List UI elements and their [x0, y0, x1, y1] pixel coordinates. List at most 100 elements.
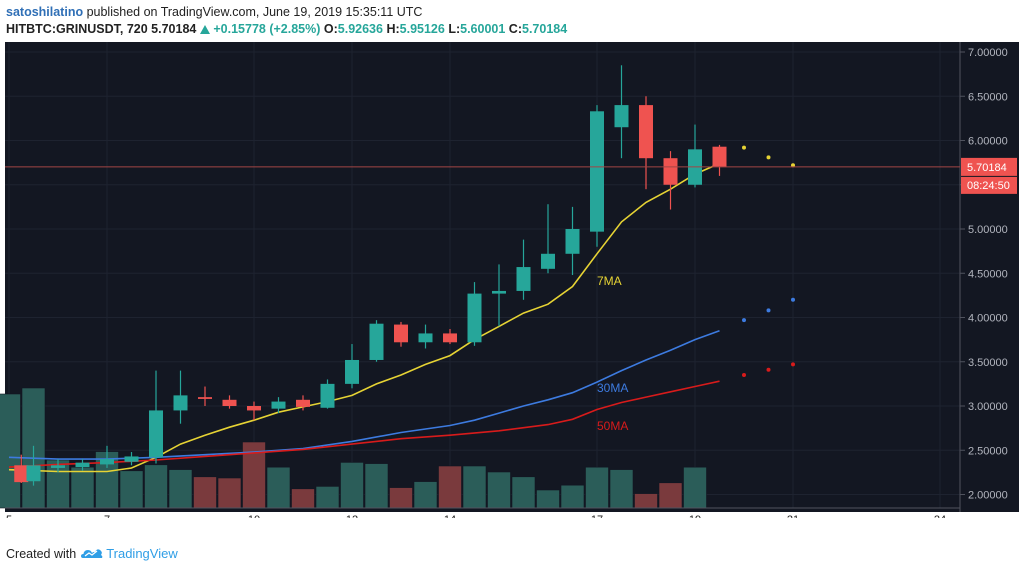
time-tick-label: 14 — [444, 514, 456, 518]
low-label: L: — [448, 22, 461, 36]
candle-body — [247, 406, 261, 411]
time-tick-label: 19 — [689, 514, 701, 518]
candle-body — [198, 397, 212, 399]
chart-header: satoshilatino published on TradingView.c… — [0, 0, 1024, 42]
candle-body — [590, 111, 604, 232]
candle-body — [394, 324, 408, 343]
price-tick-label: 7.00000 — [968, 47, 1008, 59]
candle-body — [492, 290, 506, 294]
candle-body — [149, 410, 163, 458]
volume-bar — [609, 469, 634, 509]
candle-body — [639, 105, 653, 159]
price-tick-label: 2.00000 — [968, 490, 1008, 502]
price-tick-label: 4.50000 — [968, 268, 1008, 280]
candle-body — [663, 158, 678, 185]
price-tick-label: 3.50000 — [968, 357, 1008, 369]
volume-bar — [585, 466, 609, 509]
ma-projection-dot — [742, 145, 746, 150]
volume-bar — [168, 469, 193, 509]
close-label: C: — [508, 22, 522, 36]
candle-body — [173, 395, 188, 411]
price-tick-label: 3.00000 — [968, 401, 1008, 413]
candle-body — [271, 401, 286, 409]
ma-label: 50MA — [597, 419, 628, 433]
ma-projection-dot — [766, 308, 771, 313]
close-value: 5.70184 — [522, 22, 568, 36]
volume-bar — [438, 465, 462, 509]
candle-body — [418, 333, 433, 343]
chart-background — [5, 42, 1019, 512]
candle-body — [75, 462, 90, 468]
publish-line: satoshilatino published on TradingView.c… — [6, 5, 422, 19]
time-tick-label: 24 — [934, 514, 946, 518]
volume-bar — [487, 471, 511, 509]
time-tick-label: 17 — [591, 514, 603, 518]
ma-projection-dot — [791, 297, 795, 302]
candle-body — [565, 229, 580, 254]
high-label: H: — [386, 22, 400, 36]
candle-body — [296, 399, 310, 407]
current-price-badge — [961, 157, 1017, 176]
price-tick-label: 4.00000 — [968, 313, 1008, 325]
candle-body — [614, 105, 629, 128]
published-text: published on TradingView.com, June 19, 2… — [86, 5, 423, 19]
candle-body — [712, 146, 727, 168]
ohlc-line: HITBTC:GRINUSDT, 720 5.70184 +0.15778 (+2… — [6, 22, 567, 36]
candle-body — [345, 359, 359, 384]
price-tick-label: 6.50000 — [968, 91, 1008, 103]
ma-projection-dot — [791, 362, 795, 367]
candle-body — [14, 465, 29, 483]
countdown-badge — [961, 176, 1017, 194]
ma-projection-dot — [766, 367, 771, 372]
footer: Created with TradingView — [6, 546, 178, 561]
volume-bar — [462, 465, 487, 509]
open-value: 5.92636 — [337, 22, 383, 36]
volume-bar — [634, 493, 658, 509]
volume-bar — [389, 487, 413, 509]
author-link[interactable]: satoshilatino — [6, 5, 84, 19]
volume-bar — [511, 476, 536, 509]
candlesticks — [14, 65, 727, 486]
candle-body — [124, 456, 139, 462]
ma-projection-dot — [742, 318, 746, 323]
ma-label: 30MA — [597, 381, 628, 395]
volume-bar — [560, 484, 585, 509]
volume-bar — [193, 476, 217, 509]
time-tick-label: 21 — [787, 514, 799, 518]
ma-line-30ma — [8, 330, 720, 460]
last-price: 5.70184 — [151, 22, 197, 36]
candle-body — [222, 399, 237, 406]
high-value: 5.95126 — [399, 22, 445, 36]
time-tick-label: 5 — [6, 514, 12, 518]
volume-bar — [70, 466, 95, 509]
candle-body — [467, 293, 482, 343]
price-change: +0.15778 (+2.85%) — [213, 22, 321, 36]
candle-body — [541, 253, 555, 269]
time-tick-label: 10 — [248, 514, 260, 518]
price-tick-label: 5.00000 — [968, 224, 1008, 236]
price-tick-label: 6.00000 — [968, 136, 1008, 148]
volume-bar — [315, 486, 340, 509]
tradingview-logo[interactable]: TradingView — [81, 546, 178, 561]
volume-bar — [364, 463, 389, 509]
time-tick-label: 12 — [346, 514, 358, 518]
current-price-label: 5.70184 — [967, 162, 1007, 174]
volume-bar — [683, 466, 707, 509]
ma-line-7ma — [8, 162, 720, 473]
candle-body — [369, 323, 384, 360]
volume-bar — [0, 393, 21, 509]
time-axis[interactable]: 5 7 10 12 14 17 19 21 24 — [6, 514, 946, 518]
candle-body — [320, 383, 335, 408]
ma-projection-dot — [766, 155, 771, 160]
up-arrow-icon — [200, 25, 211, 34]
symbol-label: HITBTC:GRINUSDT, 720 — [6, 22, 148, 36]
tradingview-cloud-icon — [81, 548, 103, 558]
created-with-text: Created with — [6, 546, 77, 561]
volume-bar — [658, 482, 683, 509]
volume-bar — [413, 481, 438, 509]
price-tick-label: 2.50000 — [968, 445, 1008, 457]
open-label: O: — [323, 22, 338, 36]
price-axis[interactable]: 7.000006.500006.000005.500005.000004.500… — [960, 47, 1008, 502]
ma-label: 7MA — [597, 274, 622, 288]
